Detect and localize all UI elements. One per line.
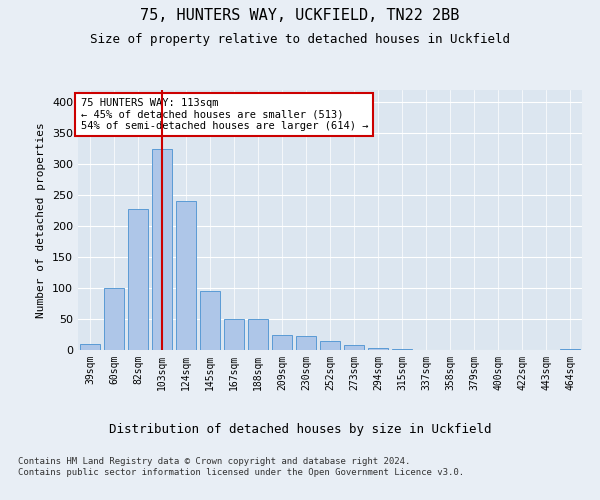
Bar: [560, 349, 580, 350]
Bar: [248, 319, 268, 350]
Bar: [344, 345, 364, 350]
Bar: [200, 291, 220, 350]
Bar: [320, 340, 340, 350]
Bar: [368, 348, 388, 350]
Bar: [272, 334, 292, 350]
Bar: [152, 149, 172, 350]
Bar: [104, 288, 124, 350]
Text: 75 HUNTERS WAY: 113sqm
← 45% of detached houses are smaller (513)
54% of semi-de: 75 HUNTERS WAY: 113sqm ← 45% of detached…: [80, 98, 368, 131]
Bar: [176, 202, 196, 350]
Bar: [128, 209, 148, 350]
Text: Size of property relative to detached houses in Uckfield: Size of property relative to detached ho…: [90, 32, 510, 46]
Text: Contains HM Land Registry data © Crown copyright and database right 2024.
Contai: Contains HM Land Registry data © Crown c…: [18, 458, 464, 477]
Bar: [80, 344, 100, 350]
Text: 75, HUNTERS WAY, UCKFIELD, TN22 2BB: 75, HUNTERS WAY, UCKFIELD, TN22 2BB: [140, 8, 460, 22]
Y-axis label: Number of detached properties: Number of detached properties: [37, 122, 46, 318]
Text: Distribution of detached houses by size in Uckfield: Distribution of detached houses by size …: [109, 422, 491, 436]
Bar: [224, 319, 244, 350]
Bar: [296, 336, 316, 350]
